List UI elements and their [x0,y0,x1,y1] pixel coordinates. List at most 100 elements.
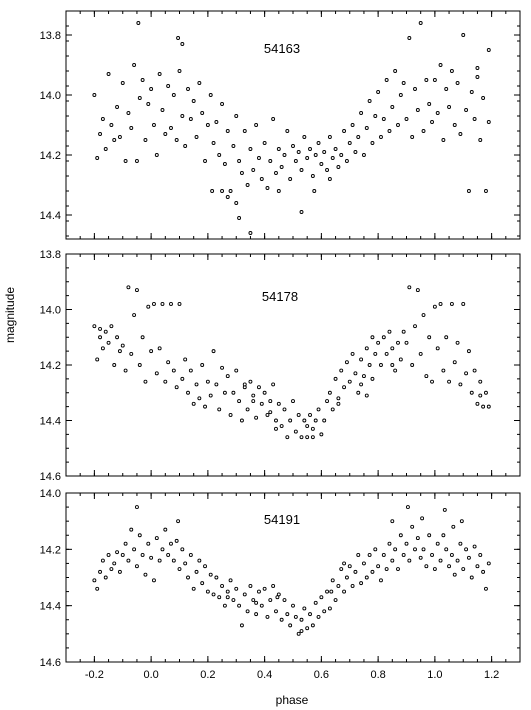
data-point [279,617,284,622]
data-point [248,231,253,235]
data-point [424,78,429,82]
data-point [157,346,162,351]
data-point [92,324,97,329]
data-point [455,558,460,563]
data-point [231,390,236,395]
data-point [265,186,270,190]
data-point [344,159,349,163]
data-point [149,87,154,91]
data-point [205,123,210,127]
data-point [401,553,406,557]
data-point [347,379,352,384]
data-point [123,541,128,546]
data-point [438,558,443,563]
data-point [191,99,196,103]
data-point [336,396,341,401]
data-point [312,189,317,193]
data-point [413,87,417,91]
data-point [441,138,446,142]
data-point [432,304,437,309]
data-point [126,111,131,115]
data-point [342,385,347,390]
data-point [95,586,100,591]
data-point [245,609,250,614]
data-point [410,135,415,139]
data-point [288,418,293,423]
data-point [361,153,366,157]
data-point [197,396,202,401]
data-point [248,147,253,151]
data-point [225,195,230,199]
x-tick-label: 0.2 [200,669,215,681]
data-point [157,558,162,563]
y-tick-label: 13.8 [40,249,61,261]
y-tick-label: 14.4 [40,210,61,222]
data-point [163,132,168,136]
data-point [418,351,423,356]
data-point [393,368,398,373]
data-point [186,87,190,91]
data-point [452,572,457,577]
data-point [458,132,463,136]
data-point [449,553,454,557]
data-point [404,340,409,345]
y-tick-label: 14.4 [40,416,61,428]
data-point [180,114,185,118]
data-point [444,87,449,91]
data-point [174,538,179,543]
data-point [228,189,233,193]
data-point [134,564,139,569]
data-point [115,550,120,555]
data-point [132,547,137,552]
data-point [330,578,335,583]
data-point [214,120,219,124]
data-point [384,78,389,82]
data-point [234,368,239,373]
data-point [313,600,318,605]
data-point [339,567,344,571]
data-point [257,385,261,390]
data-point [92,93,97,97]
data-point [430,120,434,124]
data-point [305,626,310,631]
data-point [313,418,318,423]
data-point [330,407,335,412]
data-point [441,533,446,538]
data-point [305,424,310,428]
data-point [242,382,247,387]
data-point [444,547,449,552]
data-point [484,390,488,395]
data-point [367,363,372,367]
x-tick-label: 1.2 [484,669,499,681]
data-point [370,376,375,381]
data-point [415,288,420,293]
data-point [316,407,321,412]
data-point [384,351,389,356]
data-point [203,404,207,409]
data-point [293,429,298,434]
data-point [197,81,202,85]
data-point [421,547,426,552]
data-point [228,578,233,583]
data-point [481,404,486,409]
data-point [222,603,227,608]
data-point [163,527,168,532]
data-point [441,368,446,373]
data-point [200,111,205,115]
data-point [134,159,139,163]
data-point [211,349,216,354]
data-point [285,129,290,133]
data-point [274,418,278,423]
data-point [367,99,372,103]
data-point [154,153,159,157]
data-point [370,141,375,145]
y-tick-label: 14.0 [40,488,61,500]
data-point [353,150,358,154]
data-point [418,21,423,25]
data-point [208,393,213,398]
data-point [478,553,483,557]
y-tick-label: 14.6 [40,471,61,483]
data-point [364,126,369,130]
data-point [458,382,463,387]
data-point [205,589,210,594]
